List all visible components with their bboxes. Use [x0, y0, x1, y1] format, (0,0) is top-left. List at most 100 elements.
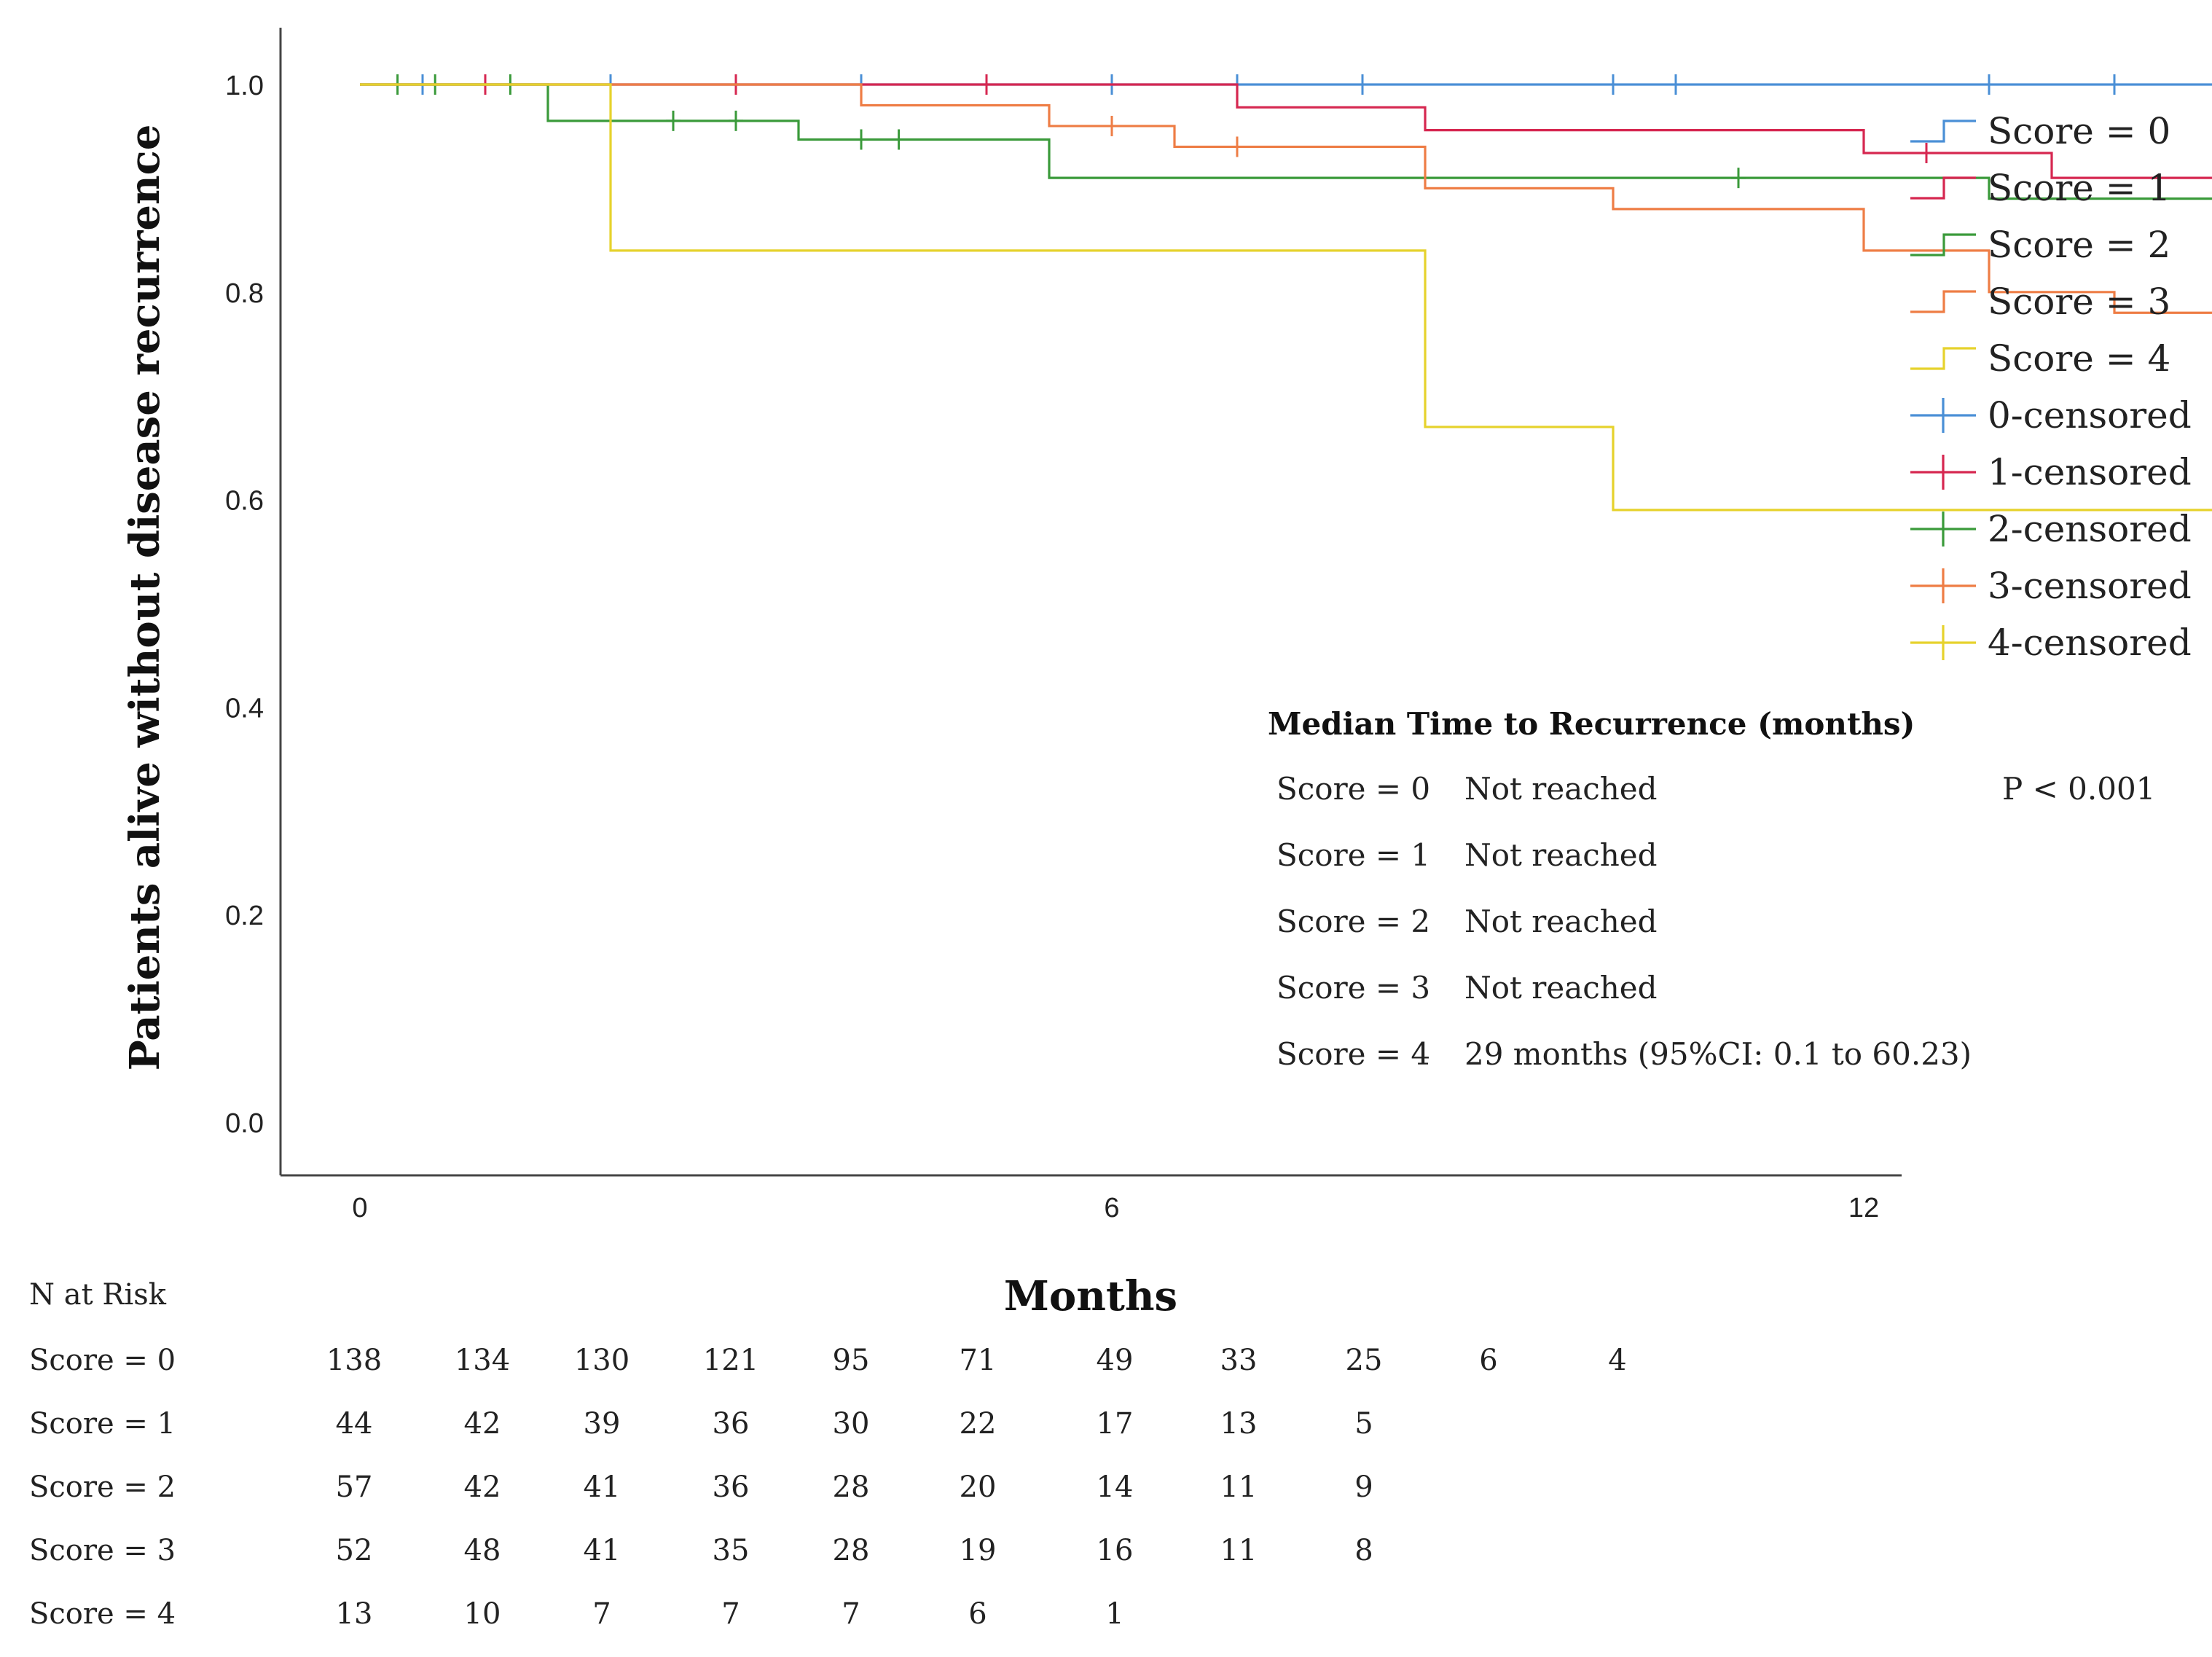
series-3: [360, 83, 2212, 314]
y-tick-label: 1.0: [225, 71, 264, 101]
n-at-risk-value: 57: [336, 1470, 373, 1504]
n-at-risk-value: 33: [1220, 1344, 1258, 1377]
series-4: [360, 83, 2212, 512]
x-tick-label: 12: [1848, 1193, 1879, 1223]
n-at-risk-value: 52: [336, 1534, 373, 1567]
n-at-risk-value: 36: [713, 1407, 750, 1441]
y-tick-label: 0.4: [225, 693, 264, 724]
legend-label: Score = 2: [1988, 224, 2170, 266]
n-at-risk-value: 49: [1097, 1344, 1134, 1377]
legend-entry: 3-censored: [1910, 565, 2192, 607]
legend-label: Score = 3: [1988, 281, 2170, 323]
n-at-risk-value: 36: [713, 1470, 750, 1504]
y-tick-label: 0.2: [225, 901, 264, 931]
median-row-group: Score = 3: [1276, 970, 1430, 1006]
legend-swatch: [1910, 233, 1976, 256]
n-at-risk-title: N at Risk: [29, 1278, 167, 1312]
legend-swatch: [1910, 176, 1976, 200]
p-value: P < 0.001: [2002, 771, 2155, 807]
n-at-risk-value: 4: [1608, 1344, 1626, 1377]
n-at-risk-value: 48: [464, 1534, 501, 1567]
n-at-risk-value: 17: [1097, 1407, 1134, 1441]
n-at-risk-value: 35: [713, 1534, 750, 1567]
legend-label: 4-censored: [1988, 622, 2192, 664]
n-at-risk-value: 22: [960, 1407, 997, 1441]
n-at-risk-value: 41: [584, 1470, 621, 1504]
x-tick-label: 6: [1104, 1193, 1119, 1223]
n-at-risk-value: 44: [336, 1407, 373, 1441]
survival-line: [360, 83, 2212, 179]
median-row-value: 29 months (95%CI: 0.1 to 60.23): [1464, 1036, 1972, 1072]
y-tick-label: 0.6: [225, 486, 264, 517]
n-at-risk-value: 6: [1479, 1344, 1497, 1377]
n-at-risk-value: 41: [584, 1534, 621, 1567]
legend-swatch: [1910, 347, 1976, 370]
median-row-value: Not reached: [1464, 837, 1658, 873]
legend-label: 2-censored: [1988, 508, 2192, 550]
n-at-risk-value: 1: [1105, 1597, 1123, 1631]
n-at-risk-value: 25: [1346, 1344, 1383, 1377]
survival-line: [360, 83, 2212, 314]
legend-label: Score = 4: [1988, 337, 2170, 380]
legend-entry: Score = 2: [1910, 224, 2170, 266]
n-at-risk-value: 42: [464, 1470, 501, 1504]
n-at-risk-value: 13: [1220, 1407, 1258, 1441]
n-at-risk-group: Score = 0: [29, 1344, 176, 1377]
legend-entry: 4-censored: [1910, 622, 2192, 664]
legend-label: 1-censored: [1988, 451, 2192, 493]
x-axis-ticks: 061218243036424854606672: [352, 1193, 1879, 1223]
n-at-risk-value: 11: [1220, 1470, 1258, 1504]
legend-label: Score = 1: [1988, 167, 2170, 209]
legend-entry: Score = 0: [1910, 110, 2170, 152]
n-at-risk-group: Score = 3: [29, 1534, 176, 1567]
n-at-risk-value: 7: [592, 1597, 611, 1631]
n-at-risk-value: 9: [1354, 1470, 1373, 1504]
x-tick-label: 0: [352, 1193, 367, 1223]
n-at-risk-value: 121: [703, 1344, 758, 1377]
n-at-risk-value: 130: [574, 1344, 630, 1377]
median-table-title: Median Time to Recurrence (months): [1268, 706, 1915, 742]
legend-entry: Score = 1: [1910, 167, 2170, 209]
n-at-risk-value: 42: [464, 1407, 501, 1441]
median-row-value: Not reached: [1464, 771, 1658, 807]
series-2: [360, 74, 2212, 200]
legend: Score = 0 Score = 1 Score = 2 Score = 3 Scor…: [1910, 110, 2192, 664]
survival-curves: [360, 74, 2212, 512]
n-at-risk-value: 6: [968, 1597, 987, 1631]
median-row-group: Score = 4: [1276, 1036, 1430, 1072]
n-at-risk-value: 30: [833, 1407, 870, 1441]
y-tick-label: 0.0: [225, 1108, 264, 1139]
n-at-risk-group: Score = 2: [29, 1470, 176, 1504]
legend-swatch: [1910, 120, 1976, 143]
n-at-risk-value: 7: [842, 1597, 860, 1631]
median-row-group: Score = 2: [1276, 904, 1430, 939]
legend-entry: Score = 3: [1910, 281, 2170, 323]
n-at-risk-value: 13: [336, 1597, 373, 1631]
survival-line: [360, 83, 2212, 200]
y-axis-title: Patients alive without disease recurrenc…: [121, 125, 169, 1071]
y-tick-label: 0.8: [225, 278, 264, 309]
n-at-risk-value: 134: [455, 1344, 510, 1377]
legend-label: 3-censored: [1988, 565, 2192, 607]
legend-entry: 0-censored: [1910, 394, 2192, 436]
axes: [279, 28, 1902, 1177]
n-at-risk-value: 19: [960, 1534, 997, 1567]
n-at-risk-value: 7: [721, 1597, 740, 1631]
n-at-risk-value: 28: [833, 1534, 870, 1567]
n-at-risk-value: 8: [1354, 1534, 1373, 1567]
n-at-risk-value: 28: [833, 1470, 870, 1504]
legend-label: Score = 0: [1988, 110, 2170, 152]
legend-entry: 1-censored: [1910, 451, 2192, 493]
n-at-risk-group: Score = 1: [29, 1407, 176, 1441]
legend-swatch: [1910, 290, 1976, 313]
legend-entry: 2-censored: [1910, 508, 2192, 550]
legend-entry: Score = 4: [1910, 337, 2170, 380]
median-table: Median Time to Recurrence (months) P < 0.…: [1268, 706, 2155, 1072]
median-row-value: Not reached: [1464, 904, 1658, 939]
n-at-risk-value: 138: [326, 1344, 382, 1377]
survival-line: [360, 83, 2212, 512]
n-at-risk-value: 39: [584, 1407, 621, 1441]
n-at-risk-value: 20: [960, 1470, 997, 1504]
